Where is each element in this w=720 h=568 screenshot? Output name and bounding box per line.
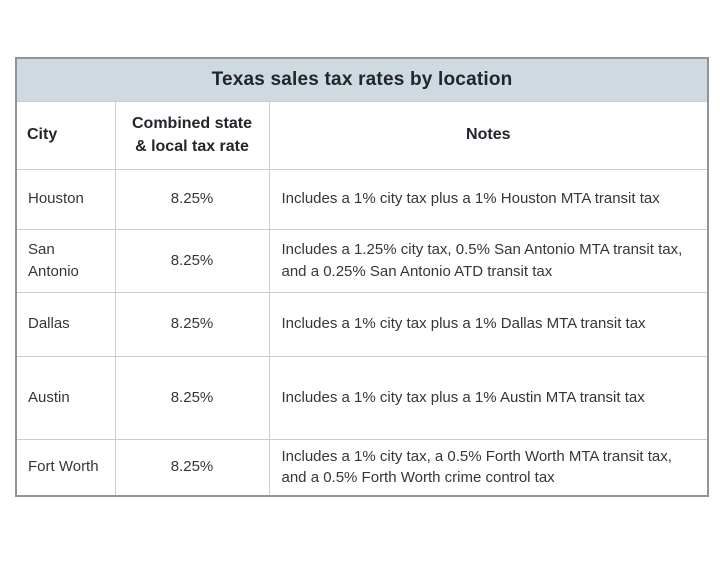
cell-rate: 8.25% xyxy=(114,291,270,357)
cell-rate: 8.25% xyxy=(114,438,270,497)
cell-notes: Includes a 1% city tax, a 0.5% Forth Wor… xyxy=(268,438,709,497)
cell-rate: 8.25% xyxy=(114,228,270,293)
tax-rates-table: Texas sales tax rates by location City C… xyxy=(15,57,710,497)
table-row: Dallas 8.25% Includes a 1% city tax plus a… xyxy=(15,291,709,357)
table-row: Houston 8.25% Includes a 1% city tax plus … xyxy=(15,168,709,230)
cell-notes: Includes a 1% city tax plus a 1% Houston… xyxy=(268,168,709,230)
cell-city: Austin xyxy=(15,355,116,440)
cell-notes: Includes a 1.25% city tax, 0.5% San Anto… xyxy=(268,228,709,293)
cell-rate: 8.25% xyxy=(114,355,270,440)
cell-city: Fort Worth xyxy=(15,438,116,497)
column-header-rate: Combined state & local tax rate xyxy=(114,100,270,170)
cell-notes: Includes a 1% city tax plus a 1% Austin … xyxy=(268,355,709,440)
cell-city: San Antonio xyxy=(15,228,116,293)
cell-city: Dallas xyxy=(15,291,116,357)
cell-city: Houston xyxy=(15,168,116,230)
table-row: Fort Worth 8.25% Includes a 1% city tax, a… xyxy=(15,438,709,497)
table-header-row: City Combined state & local tax rate Not… xyxy=(15,100,709,170)
cell-notes: Includes a 1% city tax plus a 1% Dallas … xyxy=(268,291,709,357)
table-row: Austin 8.25% Includes a 1% city tax plus a… xyxy=(15,355,709,440)
table-row: San Antonio 8.25% Includes a 1.25% city ta… xyxy=(15,228,709,293)
table-title-row: Texas sales tax rates by location xyxy=(15,57,709,102)
table-body: Houston 8.25% Includes a 1% city tax plus … xyxy=(15,168,709,497)
cell-rate: 8.25% xyxy=(114,168,270,230)
table-title: Texas sales tax rates by location xyxy=(15,57,709,102)
column-header-notes: Notes xyxy=(268,100,709,170)
column-header-city: City xyxy=(15,100,116,170)
